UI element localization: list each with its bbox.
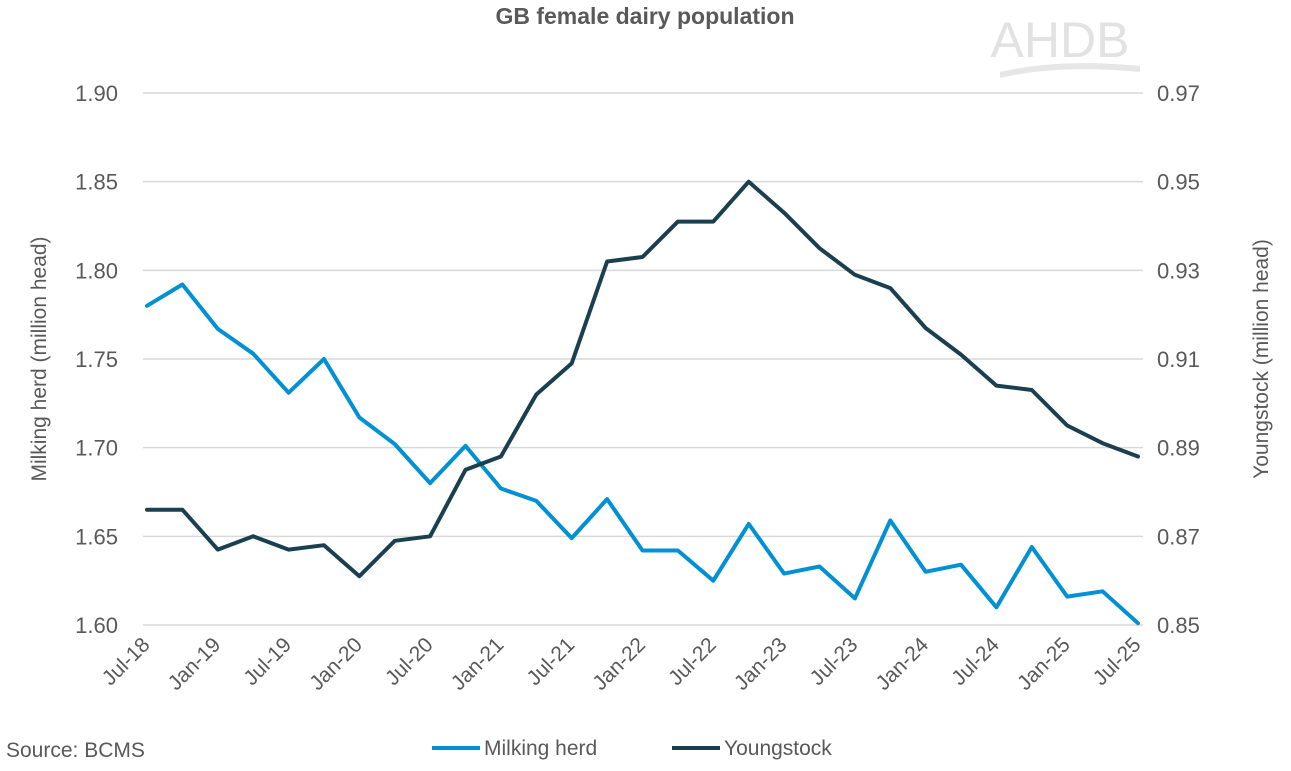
x-tick-label: Jan-22 (588, 633, 650, 695)
y-left-tick-label: 1.85 (75, 170, 118, 195)
x-tick-label: Jan-25 (1013, 633, 1075, 695)
x-tick-label: Jul-24 (947, 633, 1004, 690)
x-tick-label: Jul-19 (239, 633, 296, 690)
source-note: Source: BCMS (6, 739, 145, 762)
x-tick-label: Jan-20 (305, 633, 367, 695)
y-left-tick-label: 1.65 (75, 524, 118, 549)
legend-label-milking-herd: Milking herd (484, 737, 597, 760)
legend: Milking herd Youngstock (432, 737, 832, 760)
legend-label-youngstock: Youngstock (724, 737, 832, 760)
x-tick-label: Jul-22 (664, 633, 721, 690)
y-left-tick-label: 1.75 (75, 347, 118, 372)
series-line-youngstock (147, 182, 1138, 577)
y-left-tick-label: 1.80 (75, 258, 118, 283)
y-left-tick-label: 1.60 (75, 613, 118, 638)
chart-title: GB female dairy population (495, 3, 794, 29)
x-tick-label: Jul-25 (1089, 633, 1146, 690)
x-tick-label: Jul-20 (381, 633, 438, 690)
y-right-tick-label: 0.95 (1157, 170, 1200, 195)
y-left-tick-label: 1.90 (75, 81, 118, 106)
y-left-tick-label: 1.70 (75, 436, 118, 461)
y-right-axis-title: Youngstock (million head) (1250, 239, 1273, 479)
x-tick-label: Jul-21 (523, 633, 580, 690)
series-line-milking-herd (147, 285, 1138, 624)
y-right-tick-label: 0.85 (1157, 613, 1200, 638)
x-tick-label: Jul-18 (98, 633, 155, 690)
y-right-tick-label: 0.93 (1157, 258, 1200, 283)
x-tick-label: Jan-23 (730, 633, 792, 695)
y-right-tick-label: 0.91 (1157, 347, 1200, 372)
y-right-tick-label: 0.97 (1157, 81, 1200, 106)
y-right-tick-label: 0.89 (1157, 436, 1200, 461)
y-left-axis-title: Milking herd (million head) (28, 236, 51, 481)
x-tick-label: Jan-19 (164, 633, 226, 695)
x-tick-label: Jan-21 (447, 633, 509, 695)
y-right-tick-label: 0.87 (1157, 524, 1200, 549)
x-tick-label: Jul-23 (806, 633, 863, 690)
ahdb-logo: AHDB (991, 12, 1140, 78)
logo-text: AHDB (991, 12, 1130, 68)
x-tick-label: Jan-24 (872, 633, 934, 695)
